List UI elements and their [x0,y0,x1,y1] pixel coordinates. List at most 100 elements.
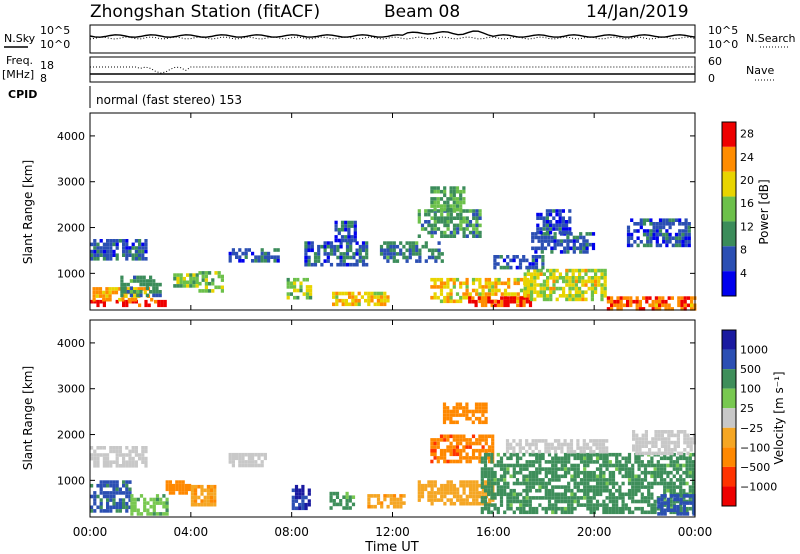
velocity-cell [563,463,568,468]
velocity-cell [535,481,539,486]
velocity-cell [691,474,696,479]
power-cell [530,279,534,284]
power-cell [386,248,390,253]
velocity-cell [462,434,466,439]
velocity-cell [459,480,463,484]
power-cell [93,242,97,247]
velocity-cell [589,449,593,454]
velocity-cell [251,460,255,464]
velocity-cell [459,452,463,457]
velocity-cell [637,478,641,482]
velocity-cell [691,460,696,464]
power-cell [499,255,503,259]
power-cell [220,289,224,293]
velocity-cell [519,499,523,504]
power-cell [195,284,199,288]
power-colorbar-tick: 12 [740,220,754,233]
velocity-cell [146,501,150,505]
power-cell [664,307,668,311]
velocity-cell [547,492,552,497]
velocity-cell [294,506,299,511]
velocity-cell [544,470,548,475]
velocity-cell [152,512,156,516]
power-cell [468,292,472,296]
velocity-cell [478,448,482,453]
power-cell [344,235,348,239]
power-cell [516,299,520,304]
velocity-cell [506,485,510,489]
power-cell [254,255,258,259]
power-cell [565,283,569,287]
velocity-cell [506,470,510,475]
power-cell [547,239,551,243]
velocity-cell [439,448,444,453]
power-cell [512,258,516,263]
power-cell [585,250,589,254]
power-cell [349,262,353,267]
velocity-cell [465,452,469,457]
velocity-cell [430,494,434,499]
velocity-cell [399,497,403,502]
velocity-cell [602,460,606,464]
velocity-cell [503,452,507,457]
velocity-cell [298,495,302,500]
velocity-cell [481,448,485,453]
velocity-cell [373,504,377,509]
velocity-cell [595,488,600,493]
power-cell [361,244,366,249]
power-cell [661,296,665,300]
velocity-cell [624,467,628,471]
power-cell [568,220,572,224]
velocity-cell [115,505,119,510]
velocity-cell [455,413,459,417]
velocity-cell [534,442,538,447]
power-cell [122,253,126,257]
power-cell [439,207,444,212]
power-cell [350,235,354,239]
velocity-cell [210,492,214,496]
power-cell [336,244,340,249]
power-cell [286,277,290,282]
velocity-cell [663,503,667,507]
power-cell [536,290,540,294]
velocity-cell [621,503,625,507]
power-cell [542,294,546,298]
power-cell [600,272,604,276]
velocity-cell [162,501,166,505]
power-cell [440,259,444,263]
velocity-cell [458,413,463,417]
power-cell [342,259,346,263]
power-cell [565,272,569,276]
power-cell [664,303,668,308]
velocity-cell [430,441,434,446]
power-cell [594,268,598,273]
velocity-cell [683,448,687,452]
power-cell [588,242,592,247]
velocity-cell [99,483,103,488]
velocity-cell [682,456,686,461]
velocity-cell [647,481,651,486]
power-cell [662,222,666,226]
power-cell [646,243,650,248]
velocity-cell [90,483,94,488]
power-cell [584,272,588,276]
velocity-cell [688,474,692,479]
velocity-cell [263,452,267,457]
velocity-cell [643,467,648,471]
velocity-cell [139,494,144,498]
velocity-cell [685,463,689,468]
velocity-cell [128,453,132,457]
velocity-cell [679,501,683,505]
velocity-cell [118,464,122,468]
velocity-cell [557,474,561,479]
velocity-cell [128,464,132,468]
power-cell [405,241,409,245]
velocity-cell [112,446,116,450]
velocity-cell [130,512,134,516]
velocity-cell [528,481,532,486]
velocity-cell [605,481,609,486]
power-cell [337,227,341,232]
power-cell [526,294,530,298]
velocity-cell [621,463,625,468]
velocity-cell [679,506,683,511]
